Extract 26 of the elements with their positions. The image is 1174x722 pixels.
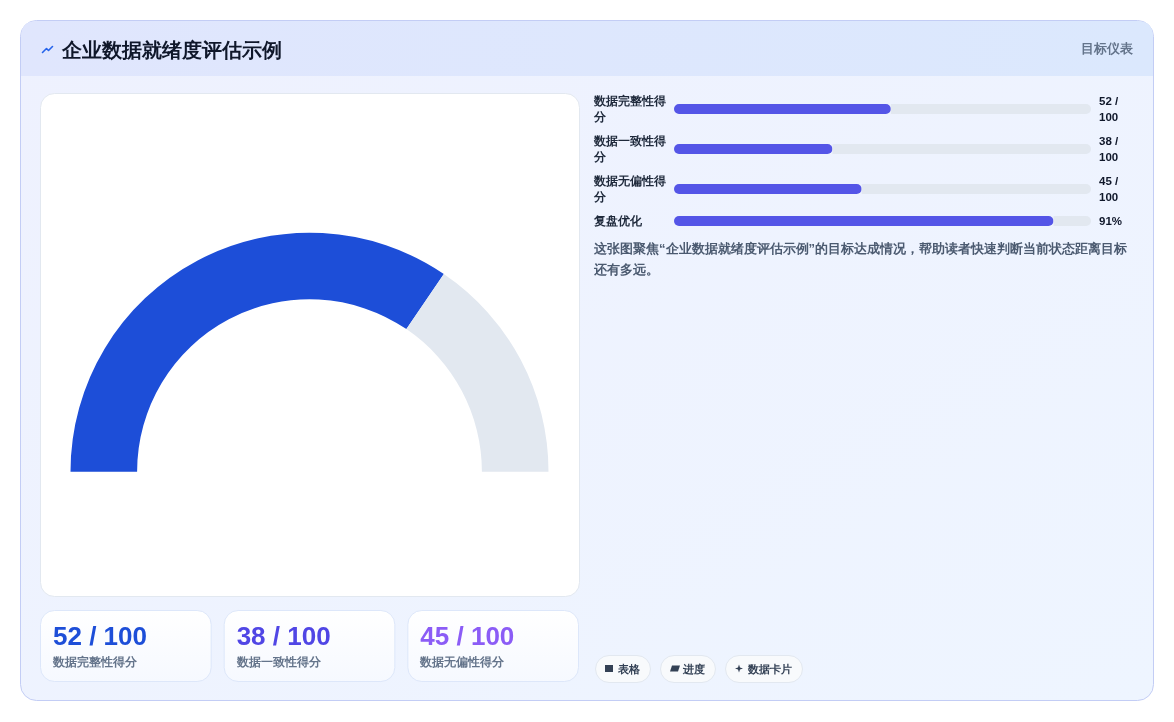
- text: 52 / 100: [53, 621, 147, 651]
- text: 38 / 100: [236, 621, 331, 651]
- y-tick-label: 数据完整性得分: [593, 94, 666, 124]
- y-tick-label: 数据无偏性得分: [593, 174, 666, 204]
- data-label: 91%: [1099, 215, 1123, 227]
- data-label: 52 / 100: [1099, 95, 1119, 123]
- text: 表格: [617, 662, 641, 675]
- chart-subtitle: 目标仪表: [1081, 41, 1133, 56]
- data-label: 38 / 100: [1099, 135, 1119, 163]
- bar: [674, 144, 833, 154]
- chart-title: 企业数据就绪度评估示例: [61, 38, 282, 61]
- text: 45 / 100: [420, 621, 515, 651]
- y-tick-label: 复盘优化: [593, 214, 643, 228]
- bar: [674, 184, 862, 194]
- text: 数据卡片: [747, 662, 792, 675]
- y-tick-label: 数据一致性得分: [593, 134, 666, 164]
- annotation: 这张图聚焦“企业数据就绪度评估示例”的目标达成情况，帮助读者快速判断当前状态距离目标还有多远。: [593, 240, 1127, 276]
- data-label: 45 / 100: [1099, 175, 1119, 203]
- bar: [861, 184, 1091, 194]
- text: 数据完整性得分: [52, 655, 138, 669]
- bar: [832, 144, 1091, 154]
- text: 进度: [682, 662, 705, 675]
- text: 数据一致性得分: [235, 655, 322, 669]
- bar: [890, 104, 1091, 114]
- text: 数据无偏性得分: [419, 655, 506, 669]
- bar: [674, 104, 891, 114]
